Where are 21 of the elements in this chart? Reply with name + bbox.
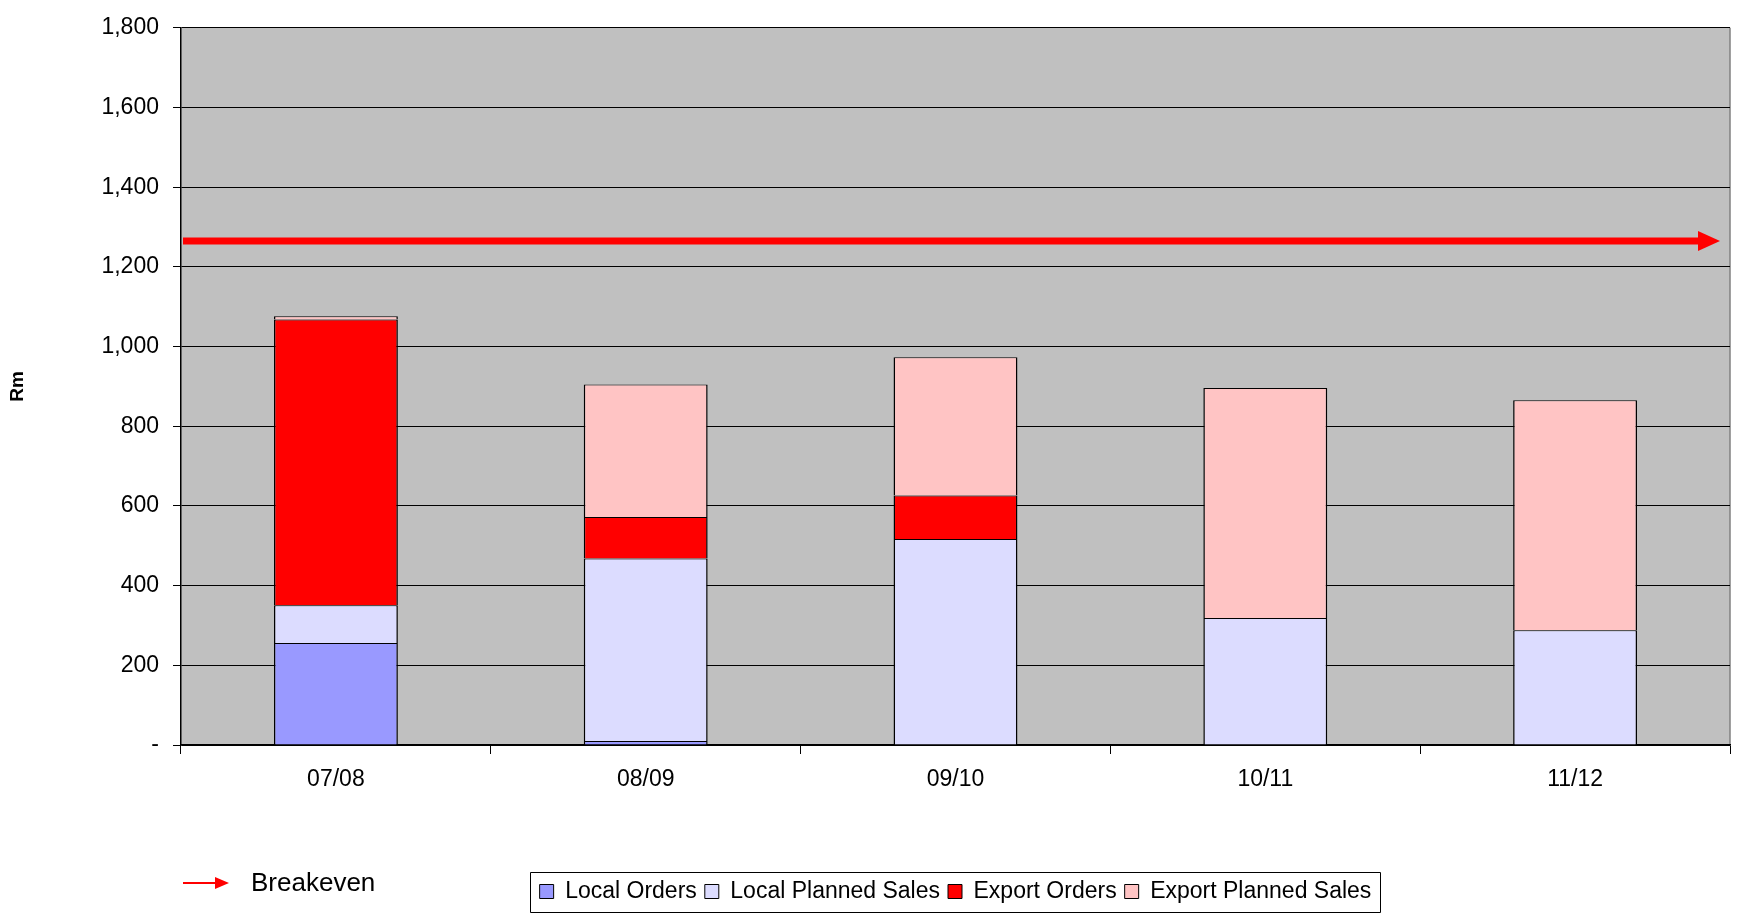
x-tick-label: 08/09 [616, 765, 675, 792]
y-axis-title: Rm [5, 371, 27, 402]
y-tick-label: 400 [120, 570, 159, 597]
y-tick-label: 200 [120, 650, 159, 677]
y-tick-label: 1,600 [101, 92, 159, 119]
legend-label: Export Planned Sales [1150, 876, 1372, 903]
y-tick-label: 600 [120, 491, 159, 518]
x-tick-label: 09/10 [926, 765, 985, 792]
legend-label: Local Planned Sales [730, 876, 941, 903]
y-tick-label: - [151, 730, 159, 757]
x-tick-label: 11/12 [1547, 765, 1604, 792]
y-tick-label: 1,200 [101, 252, 159, 279]
x-tick-label: 10/11 [1237, 765, 1294, 792]
y-tick-label: 1,400 [101, 172, 159, 199]
legend-label: Export Orders [973, 876, 1117, 903]
legend-label: Breakeven [251, 867, 376, 898]
legend-label: Local Orders [565, 876, 697, 903]
y-tick-label: 1,000 [101, 331, 159, 358]
y-tick-label: 1,800 [101, 13, 159, 40]
y-tick-label: 800 [120, 411, 159, 438]
x-tick-label: 07/08 [307, 765, 365, 792]
